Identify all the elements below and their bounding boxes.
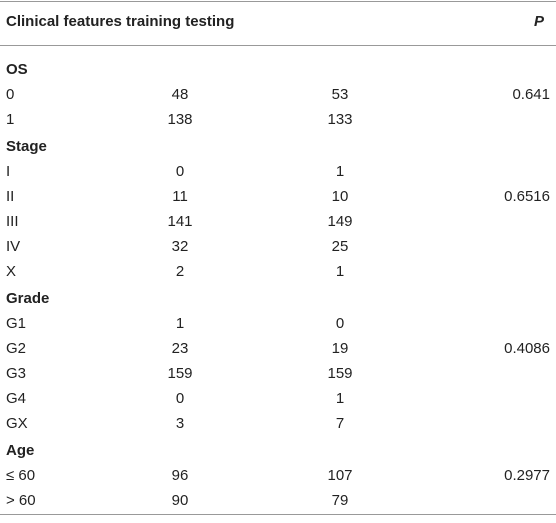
row-label: X: [6, 263, 17, 280]
testing-value: 79: [331, 492, 349, 509]
p-value: 0.641: [512, 86, 550, 103]
testing-value: 19: [331, 340, 349, 357]
bottom-rule: [0, 514, 556, 515]
header-title: Clinical features training testing: [6, 13, 235, 30]
row-label: IV: [6, 238, 21, 255]
top-rule: [0, 1, 556, 2]
testing-value: 1: [335, 263, 345, 280]
training-value: 23: [171, 340, 189, 357]
row-label: G3: [6, 365, 27, 382]
p-value: 0.2977: [504, 467, 550, 484]
training-value: 48: [171, 86, 189, 103]
row-label: > 60: [6, 492, 36, 509]
header-p: P: [533, 13, 544, 30]
training-value: 90: [171, 492, 189, 509]
p-value: 0.4086: [504, 340, 550, 357]
testing-value: 133: [327, 111, 353, 128]
testing-value: 0: [335, 315, 345, 332]
training-value: 138: [167, 111, 193, 128]
header-rule: [0, 45, 556, 46]
training-value: 32: [171, 238, 189, 255]
training-value: 0: [175, 163, 185, 180]
training-value: 1: [175, 315, 185, 332]
testing-value: 149: [327, 213, 353, 230]
row-label: 0: [6, 86, 15, 103]
row-label: G1: [6, 315, 27, 332]
row-label: I: [6, 163, 11, 180]
testing-value: 1: [335, 390, 345, 407]
testing-value: 159: [327, 365, 353, 382]
section-title: OS: [6, 61, 28, 78]
testing-value: 7: [335, 415, 345, 432]
training-value: 96: [171, 467, 189, 484]
training-value: 3: [175, 415, 185, 432]
training-value: 159: [167, 365, 193, 382]
testing-value: 10: [331, 188, 349, 205]
row-label: GX: [6, 415, 28, 432]
testing-value: 107: [327, 467, 353, 484]
row-label: III: [6, 213, 19, 230]
testing-value: 25: [331, 238, 349, 255]
testing-value: 53: [331, 86, 349, 103]
section-title: Stage: [6, 138, 47, 155]
training-value: 141: [167, 213, 193, 230]
row-label: 1: [6, 111, 15, 128]
p-value: 0.6516: [504, 188, 550, 205]
training-value: 2: [175, 263, 185, 280]
row-label: G4: [6, 390, 27, 407]
row-label: G2: [6, 340, 27, 357]
training-value: 0: [175, 390, 185, 407]
training-value: 11: [172, 188, 188, 205]
testing-value: 1: [335, 163, 345, 180]
section-title: Grade: [6, 290, 50, 307]
row-label: II: [6, 188, 15, 205]
row-label: ≤ 60: [6, 467, 36, 484]
section-title: Age: [6, 442, 35, 459]
